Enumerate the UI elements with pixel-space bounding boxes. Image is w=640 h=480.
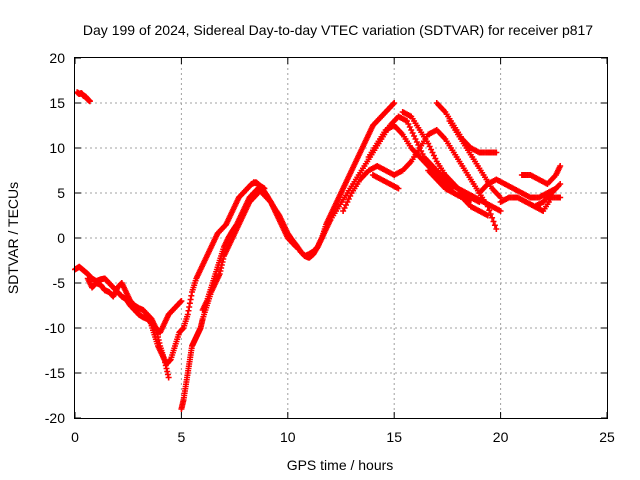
series-9 bbox=[340, 127, 500, 232]
data-point bbox=[484, 203, 491, 210]
series-19 bbox=[531, 194, 564, 214]
data-point bbox=[557, 181, 564, 187]
x-tick-label: 15 bbox=[386, 429, 402, 445]
series-13 bbox=[425, 167, 474, 204]
x-tick-label: 20 bbox=[493, 429, 509, 445]
y-tick-label: -15 bbox=[45, 365, 65, 381]
y-tick-label: 5 bbox=[57, 185, 65, 201]
y-tick-label: 20 bbox=[49, 50, 65, 66]
y-tick-label: -5 bbox=[53, 275, 66, 291]
y-tick-label: -10 bbox=[45, 320, 65, 336]
y-tick-label: 0 bbox=[57, 230, 65, 246]
series-0 bbox=[74, 89, 93, 105]
y-tick-label: 15 bbox=[49, 95, 65, 111]
data-point bbox=[493, 149, 500, 156]
x-tick-label: 25 bbox=[599, 429, 615, 445]
series-17 bbox=[497, 181, 564, 210]
data-point bbox=[557, 194, 564, 201]
x-tick-labels: 0 5 10 15 20 25 bbox=[71, 58, 615, 445]
data-point bbox=[489, 214, 496, 221]
data-point bbox=[395, 185, 402, 192]
data-point bbox=[476, 199, 483, 205]
y-tick-label: 10 bbox=[49, 140, 65, 156]
data-point bbox=[178, 298, 185, 304]
data-point bbox=[557, 163, 564, 169]
data-point bbox=[391, 100, 398, 106]
y-tick-labels: -20 -15 -10 -5 0 5 10 15 20 bbox=[45, 50, 607, 426]
data-point bbox=[493, 226, 500, 232]
y-axis-label: SDTVAR / TECUs bbox=[5, 182, 21, 294]
data-points bbox=[72, 89, 564, 412]
chart-title: Day 199 of 2024, Sidereal Day-to-day VTE… bbox=[83, 22, 593, 38]
data-point bbox=[490, 218, 497, 225]
series-7 bbox=[297, 100, 398, 259]
series-6 bbox=[250, 179, 334, 261]
grid-lines bbox=[75, 58, 607, 418]
data-point bbox=[165, 374, 172, 381]
x-tick-label: 0 bbox=[71, 429, 79, 445]
y-tick-label: -20 bbox=[45, 410, 65, 426]
x-tick-label: 5 bbox=[178, 429, 186, 445]
data-point bbox=[484, 212, 491, 219]
series-11 bbox=[369, 172, 402, 192]
data-point bbox=[86, 98, 93, 105]
series-18 bbox=[518, 163, 564, 187]
data-point bbox=[486, 207, 493, 214]
plot-frame bbox=[74, 57, 608, 419]
series-2 bbox=[84, 275, 172, 381]
x-axis-label: GPS time / hours bbox=[287, 457, 394, 473]
data-point bbox=[467, 197, 474, 204]
x-tick-label: 10 bbox=[280, 429, 296, 445]
data-point bbox=[497, 208, 504, 214]
series-16 bbox=[476, 176, 559, 201]
data-point bbox=[491, 222, 498, 229]
